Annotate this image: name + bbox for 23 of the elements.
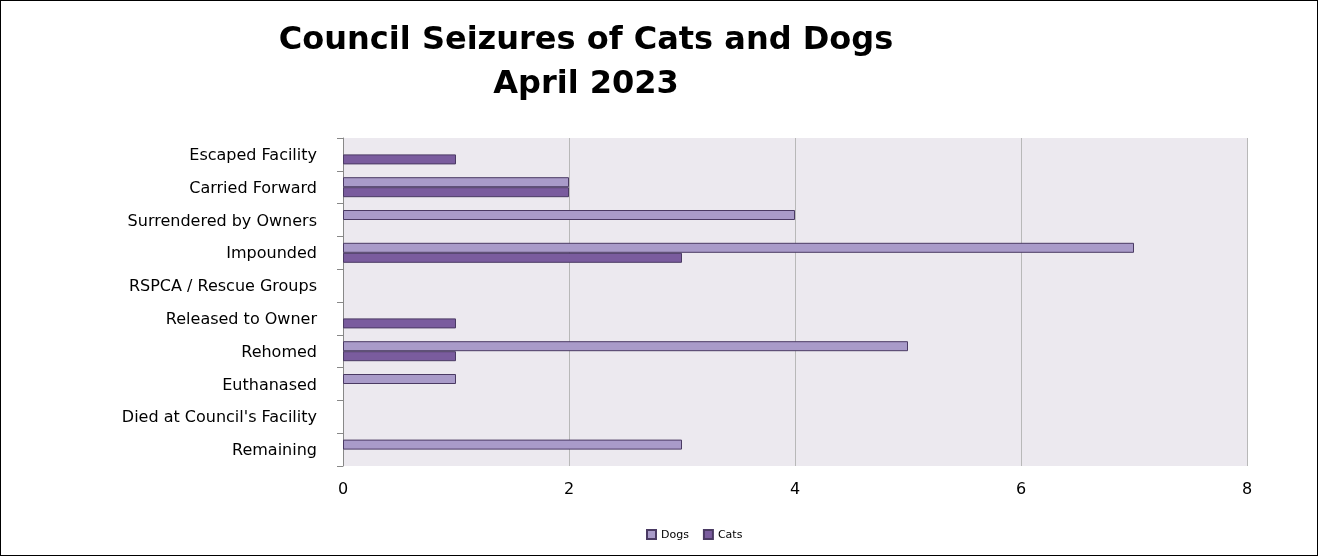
bar (343, 154, 456, 165)
y-tick-label: Surrendered by Owners (127, 210, 317, 230)
y-tick-label: Remaining (232, 440, 317, 460)
bar (343, 374, 456, 384)
x-tick-label: 8 (1241, 478, 1253, 498)
x-tick-label: 0 (337, 478, 349, 498)
y-tick-label: Euthanased (222, 374, 317, 394)
y-tick-label: Carried Forward (189, 177, 317, 197)
bar (343, 210, 795, 220)
y-tick-label: Escaped Facility (189, 144, 317, 164)
y-tick-label: Released to Owner (165, 308, 318, 328)
y-tick-label: Died at Council's Facility (121, 407, 317, 427)
y-tick-label: Rehomed (241, 341, 317, 361)
y-tick-label: RSPCA / Rescue Groups (128, 276, 317, 296)
chart-title: Council Seizures of Cats and Dogs April 2023 (278, 19, 894, 101)
x-tick-label: 6 (1015, 478, 1027, 498)
x-tick-label: 4 (789, 478, 801, 498)
bar (343, 439, 682, 450)
legend-label: Dogs (661, 528, 690, 541)
bar (343, 318, 456, 329)
legend-label: Cats (717, 528, 743, 541)
x-tick-label: 2 (563, 478, 575, 498)
y-tick-label: Impounded (226, 243, 317, 263)
